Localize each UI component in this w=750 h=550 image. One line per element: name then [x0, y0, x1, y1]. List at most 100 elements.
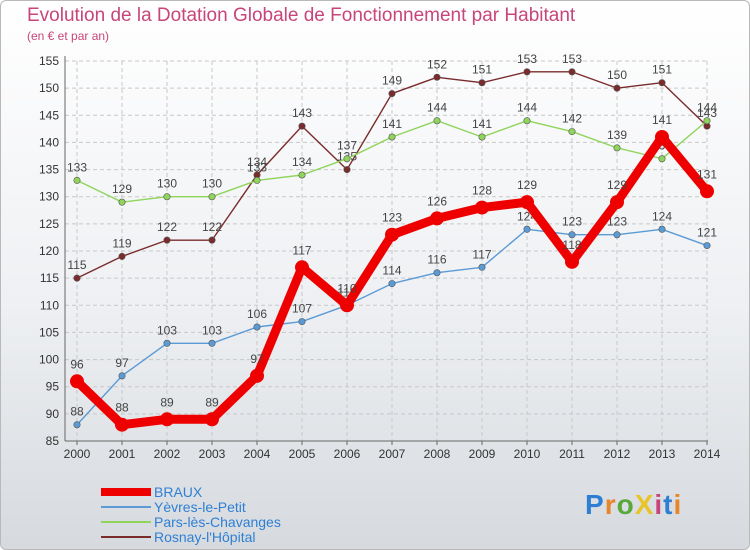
data-point	[613, 144, 621, 152]
data-label: 117	[292, 243, 311, 257]
data-label: 88	[70, 405, 84, 419]
data-label: 97	[250, 352, 264, 366]
legend-swatch	[101, 521, 151, 523]
x-tick-label: 2002	[154, 447, 181, 461]
data-point	[118, 198, 126, 206]
data-label: 115	[67, 258, 86, 272]
data-label: 144	[517, 101, 537, 115]
data-label: 122	[202, 220, 222, 234]
x-tick-label: 2008	[424, 447, 451, 461]
data-point	[253, 323, 261, 331]
data-label: 106	[247, 307, 267, 321]
data-label: 137	[337, 139, 357, 153]
data-point	[118, 372, 126, 380]
x-tick-label: 2004	[244, 447, 271, 461]
data-label: 89	[160, 395, 174, 409]
data-point	[163, 339, 171, 347]
data-point	[388, 280, 396, 288]
x-tick-label: 2003	[199, 447, 226, 461]
x-tick-label: 2006	[334, 447, 361, 461]
data-point	[610, 195, 624, 210]
data-point	[298, 171, 306, 179]
data-point	[523, 68, 531, 76]
y-tick-label: 115	[40, 271, 59, 285]
data-point	[298, 122, 306, 130]
data-point	[73, 274, 81, 282]
data-point	[478, 79, 486, 87]
x-tick-label: 2000	[64, 447, 91, 461]
legend-swatch	[101, 536, 151, 538]
data-point	[343, 155, 351, 163]
x-tick-label: 2011	[559, 447, 585, 461]
data-label: 126	[427, 194, 447, 208]
data-point	[163, 236, 171, 244]
data-label: 143	[697, 106, 717, 120]
data-label: 150	[607, 68, 627, 82]
chart-title: Evolution de la Dotation Globale de Fonc…	[27, 5, 576, 26]
data-label: 114	[382, 264, 401, 278]
y-tick-label: 120	[39, 244, 59, 258]
data-point	[565, 254, 579, 269]
x-tick-label: 2010	[514, 447, 541, 461]
data-label: 103	[157, 323, 177, 337]
data-point	[655, 130, 669, 144]
y-tick-label: 95	[46, 380, 60, 394]
data-point	[205, 412, 219, 427]
data-point	[523, 225, 531, 233]
data-point	[385, 227, 399, 242]
data-label: 89	[205, 395, 219, 409]
data-label: 119	[112, 236, 131, 250]
data-label: 88	[115, 401, 129, 415]
data-label: 143	[292, 106, 312, 120]
legend-label: Yèvres-le-Petit	[154, 499, 246, 515]
data-point	[388, 133, 396, 141]
data-point	[568, 128, 576, 136]
y-tick-label: 110	[40, 298, 59, 312]
y-tick-label: 135	[39, 163, 59, 177]
data-label: 134	[292, 155, 312, 169]
data-label: 118	[562, 238, 581, 252]
data-point	[388, 90, 396, 98]
data-point	[343, 166, 351, 174]
x-tick-label: 2007	[379, 447, 406, 461]
data-label: 153	[562, 52, 582, 66]
data-point	[433, 269, 441, 277]
data-point	[658, 225, 666, 233]
legend-swatch	[101, 506, 151, 508]
data-point	[250, 368, 264, 383]
y-tick-label: 105	[39, 325, 59, 339]
data-point	[295, 260, 309, 275]
x-tick-label: 2005	[289, 447, 316, 461]
x-tick-label: 2009	[469, 447, 496, 461]
legend-label: Pars-lès-Chavanges	[154, 514, 281, 530]
data-point	[298, 318, 306, 326]
data-label: 124	[652, 209, 672, 223]
data-label: 116	[427, 253, 446, 267]
data-point	[208, 339, 216, 347]
chart-subtitle: (en € et par an)	[27, 29, 110, 43]
y-tick-label: 85	[46, 434, 60, 448]
y-tick-label: 155	[39, 54, 59, 68]
data-label: 144	[697, 101, 717, 115]
data-point	[520, 195, 534, 210]
data-label: 123	[562, 215, 582, 229]
y-tick-label: 125	[39, 217, 59, 231]
data-label: 123	[382, 211, 402, 225]
data-point	[433, 117, 441, 125]
data-label: 141	[382, 117, 402, 131]
data-label: 141	[472, 117, 492, 131]
data-label: 96	[70, 357, 84, 371]
data-point	[253, 176, 261, 184]
data-label: 103	[202, 323, 222, 337]
data-label: 133	[67, 160, 87, 174]
data-point	[658, 79, 666, 87]
data-label: 151	[652, 63, 672, 77]
data-label: 130	[202, 177, 222, 191]
data-point	[73, 176, 81, 184]
y-tick-label: 150	[39, 81, 59, 95]
data-point	[475, 200, 489, 215]
data-label: 123	[607, 215, 627, 229]
data-label: 131	[697, 167, 717, 181]
data-label: 110	[337, 281, 356, 295]
